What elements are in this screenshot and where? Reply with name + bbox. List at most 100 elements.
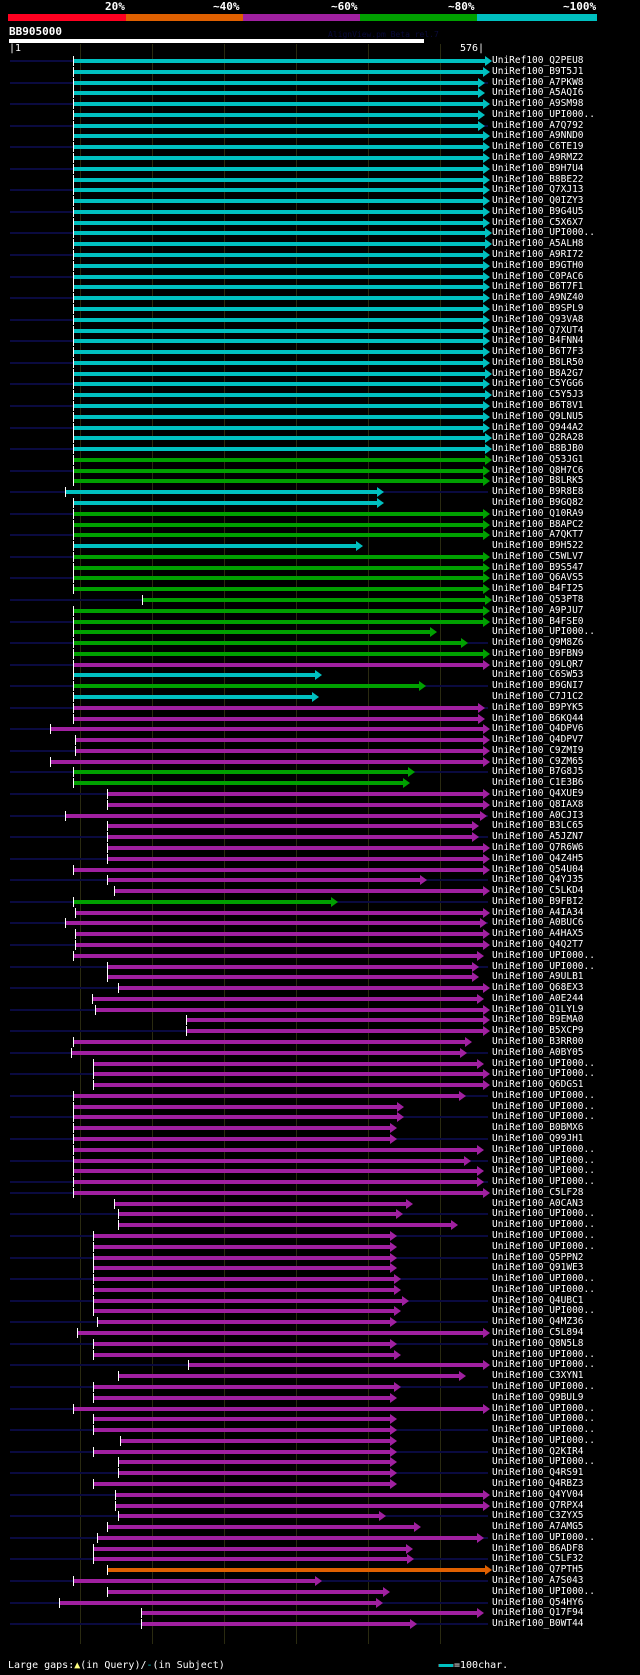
- alignment-row[interactable]: UniRef100_B7G8J5: [0, 766, 640, 778]
- alignment-row[interactable]: UniRef100_Q53PT8: [0, 594, 640, 605]
- hit-label-link[interactable]: UniRef100_UPI000..: [492, 1208, 595, 1220]
- hit-label-link[interactable]: UniRef100_A0BUC6: [492, 917, 584, 929]
- alignment-row[interactable]: UniRef100_B6T8V1: [0, 400, 640, 411]
- hit-bar[interactable]: [106, 845, 484, 850]
- hit-bar[interactable]: [72, 447, 485, 452]
- hit-label-link[interactable]: UniRef100_Q99JH1: [492, 1133, 584, 1144]
- alignment-row[interactable]: UniRef100_B0BMX6: [0, 1122, 640, 1134]
- alignment-row[interactable]: UniRef100_B5XCP9: [0, 1025, 640, 1037]
- hit-label-link[interactable]: UniRef100_B9GQ82: [492, 496, 584, 508]
- hit-bar[interactable]: [93, 1546, 406, 1551]
- hit-bar[interactable]: [65, 813, 481, 818]
- hit-label-link[interactable]: UniRef100_B6ADF8: [492, 1542, 584, 1554]
- alignment-row[interactable]: UniRef100_UPI000..: [0, 1586, 640, 1597]
- hit-bar[interactable]: [72, 123, 479, 128]
- hit-bar[interactable]: [93, 1083, 484, 1088]
- hit-bar[interactable]: [72, 339, 484, 344]
- hit-bar[interactable]: [50, 727, 484, 732]
- alignment-row[interactable]: UniRef100_A0E244: [0, 993, 640, 1004]
- hit-bar[interactable]: [106, 1525, 414, 1530]
- hit-bar[interactable]: [118, 1460, 390, 1465]
- hit-bar[interactable]: [72, 695, 313, 700]
- alignment-row[interactable]: UniRef100_A9NND0: [0, 130, 640, 142]
- hit-bar[interactable]: [72, 393, 485, 398]
- alignment-row[interactable]: UniRef100_B6KQ44: [0, 713, 640, 724]
- hit-bar[interactable]: [50, 759, 484, 764]
- hit-label-link[interactable]: UniRef100_B8BE22: [492, 173, 584, 185]
- hit-label-link[interactable]: UniRef100_Q7XJ13: [492, 184, 584, 196]
- hit-label-link[interactable]: UniRef100_Q9LQR7: [492, 658, 584, 670]
- hit-bar[interactable]: [93, 1255, 390, 1260]
- hit-bar[interactable]: [72, 468, 484, 473]
- hit-label-link[interactable]: UniRef100_Q4RS91: [492, 1467, 584, 1479]
- hit-label-link[interactable]: UniRef100_C6SW53: [492, 669, 584, 681]
- hit-label-link[interactable]: UniRef100_B6T7F3: [492, 346, 584, 358]
- hit-label-link[interactable]: UniRef100_Q53JG1: [492, 453, 584, 465]
- hit-label-link[interactable]: UniRef100_C0PAC6: [492, 270, 584, 282]
- hit-bar[interactable]: [72, 899, 332, 904]
- hit-bar[interactable]: [72, 1190, 484, 1195]
- alignment-row[interactable]: UniRef100_A0CJI3: [0, 810, 640, 821]
- hit-label-link[interactable]: UniRef100_Q1LYL9: [492, 1003, 584, 1015]
- hit-bar[interactable]: [72, 263, 484, 268]
- hit-bar[interactable]: [72, 630, 430, 635]
- alignment-row[interactable]: UniRef100_B9GQ82: [0, 496, 640, 508]
- alignment-row[interactable]: UniRef100_UPI000..: [0, 1403, 640, 1414]
- hit-label-link[interactable]: UniRef100_C6TE19: [492, 141, 584, 153]
- hit-bar[interactable]: [118, 1212, 396, 1217]
- hit-bar[interactable]: [106, 964, 472, 969]
- alignment-row[interactable]: UniRef100_B9H522: [0, 540, 640, 552]
- alignment-row[interactable]: UniRef100_B9SPL9: [0, 303, 640, 314]
- hit-label-link[interactable]: UniRef100_UPI000..: [492, 1283, 595, 1295]
- hit-label-link[interactable]: UniRef100_Q7RPX4: [492, 1499, 584, 1511]
- hit-label-link[interactable]: UniRef100_A5JZN7: [492, 831, 584, 843]
- hit-bar[interactable]: [72, 220, 484, 225]
- hit-label-link[interactable]: UniRef100_Q2KIR4: [492, 1445, 584, 1457]
- alignment-row[interactable]: UniRef100_Q4MZ36: [0, 1316, 640, 1328]
- hit-label-link[interactable]: UniRef100_Q4YV04: [492, 1488, 584, 1500]
- hit-label-link[interactable]: UniRef100_C5L894: [492, 1327, 584, 1339]
- hit-label-link[interactable]: UniRef100_B3RR00: [492, 1035, 584, 1047]
- hit-bar[interactable]: [106, 856, 484, 861]
- alignment-row[interactable]: UniRef100_UPI000..: [0, 1273, 640, 1285]
- hit-label-link[interactable]: UniRef100_B8A2G7: [492, 367, 584, 379]
- alignment-row[interactable]: UniRef100_Q4YV04: [0, 1488, 640, 1500]
- hit-bar[interactable]: [95, 1007, 484, 1012]
- alignment-row[interactable]: UniRef100_Q68EX3: [0, 982, 640, 994]
- alignment-row[interactable]: UniRef100_C5LF32: [0, 1553, 640, 1565]
- alignment-row[interactable]: UniRef100_UPI000..: [0, 961, 640, 972]
- hit-bar[interactable]: [72, 102, 484, 107]
- alignment-row[interactable]: UniRef100_C5X6X7: [0, 217, 640, 228]
- hit-label-link[interactable]: UniRef100_A7QKT7: [492, 529, 584, 541]
- hit-bar[interactable]: [119, 1438, 390, 1443]
- alignment-row[interactable]: UniRef100_UPI000..: [0, 1381, 640, 1392]
- hit-bar[interactable]: [114, 1503, 484, 1508]
- alignment-row[interactable]: UniRef100_B8BJB0: [0, 443, 640, 455]
- hit-bar[interactable]: [72, 770, 409, 775]
- alignment-row[interactable]: UniRef100_UPI000..: [0, 1101, 640, 1112]
- hit-label-link[interactable]: UniRef100_Q4DPV6: [492, 723, 584, 735]
- hit-label-link[interactable]: UniRef100_UPI000..: [492, 1424, 595, 1436]
- hit-label-link[interactable]: UniRef100_B8LR50: [492, 356, 584, 368]
- hit-label-link[interactable]: UniRef100_C3XYN1: [492, 1370, 584, 1382]
- alignment-row[interactable]: UniRef100_Q1LYL9: [0, 1003, 640, 1015]
- alignment-row[interactable]: UniRef100_B3LC65: [0, 820, 640, 832]
- hit-bar[interactable]: [72, 69, 484, 74]
- hit-label-link[interactable]: UniRef100_A9PJU7: [492, 604, 584, 616]
- hit-bar[interactable]: [114, 1201, 406, 1206]
- hit-bar[interactable]: [72, 554, 484, 559]
- hit-bar[interactable]: [141, 1611, 477, 1616]
- alignment-row[interactable]: UniRef100_B4FSE0: [0, 616, 640, 627]
- alignment-row[interactable]: UniRef100_A9NZ40: [0, 292, 640, 304]
- alignment-row[interactable]: UniRef100_A0BY05: [0, 1047, 640, 1058]
- hit-bar[interactable]: [72, 565, 484, 570]
- hit-label-link[interactable]: UniRef100_B8APC2: [492, 518, 584, 530]
- alignment-row[interactable]: UniRef100_B9FBN9: [0, 648, 640, 659]
- hit-label-link[interactable]: UniRef100_UPI000..: [492, 1273, 595, 1285]
- hit-bar[interactable]: [72, 231, 485, 236]
- hit-label-link[interactable]: UniRef100_B0WT44: [492, 1618, 584, 1630]
- hit-label-link[interactable]: UniRef100_C9ZM65: [492, 755, 584, 767]
- hit-label-link[interactable]: UniRef100_A9NND0: [492, 130, 584, 142]
- hit-bar[interactable]: [106, 792, 484, 797]
- hit-label-link[interactable]: UniRef100_B0BMX6: [492, 1122, 584, 1134]
